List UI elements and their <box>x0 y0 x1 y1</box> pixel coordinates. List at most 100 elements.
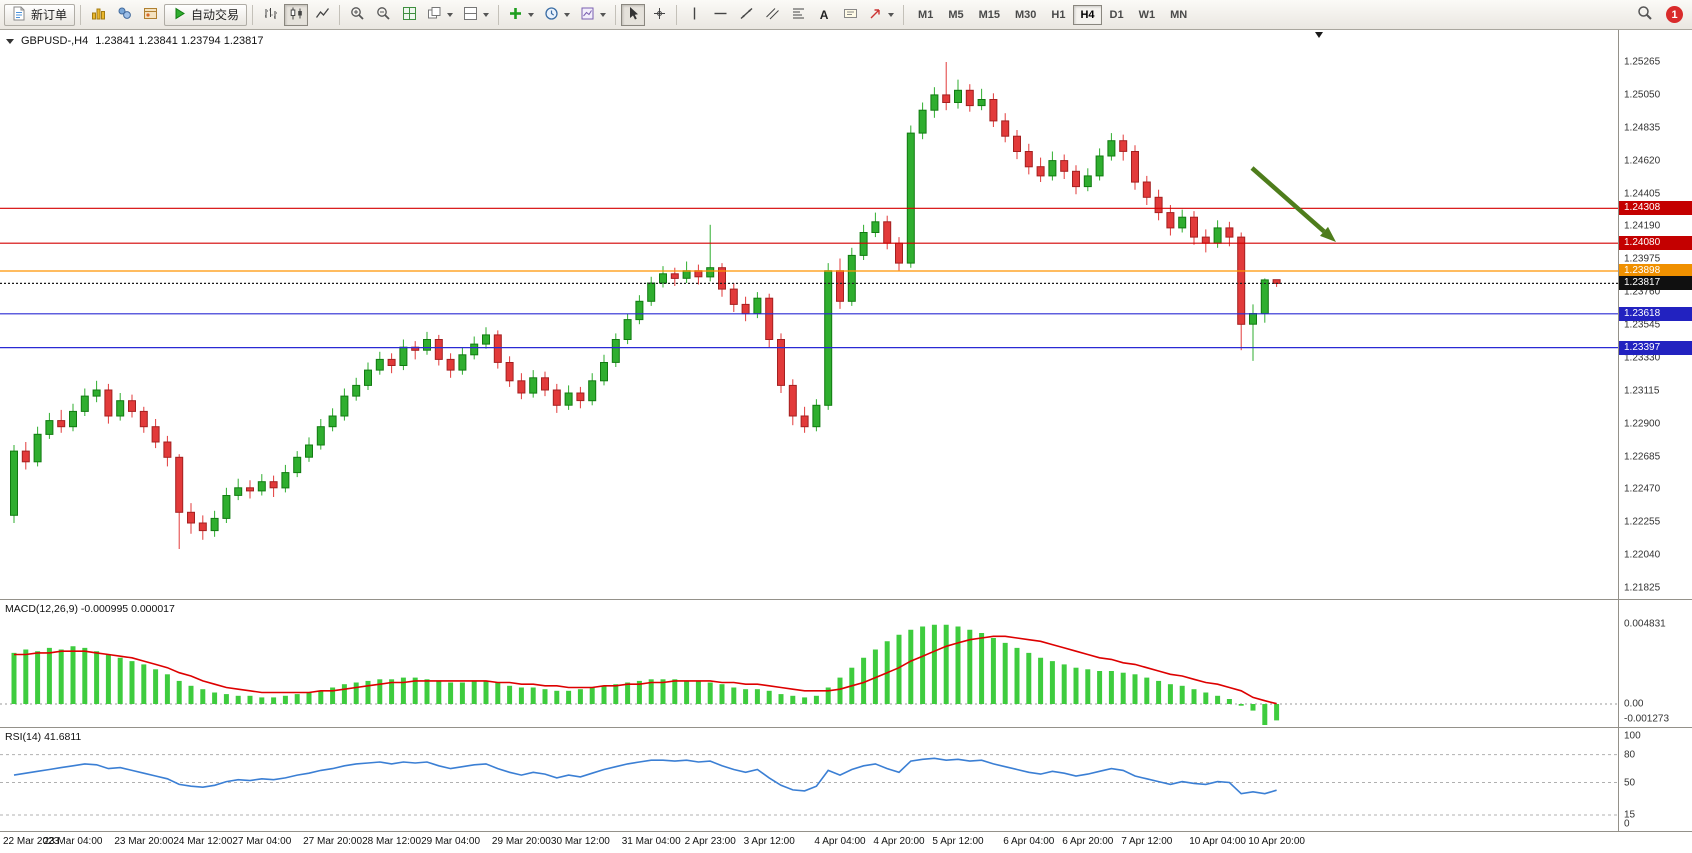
time-axis-label: 6 Apr 04:00 <box>1003 836 1055 847</box>
scroll-anchor-icon[interactable] <box>1315 32 1323 38</box>
candlestick-chart-button[interactable] <box>284 3 309 26</box>
rsi-label: RSI(14) 41.6811 <box>5 731 82 743</box>
periods-button[interactable] <box>540 4 574 26</box>
rsi-axis[interactable]: 100 80 50 15 0 <box>1618 728 1692 831</box>
new-order-button[interactable]: 新订单 <box>4 3 76 26</box>
time-axis-label: 10 Apr 20:00 <box>1248 836 1305 847</box>
templates-button[interactable] <box>576 4 610 26</box>
time-axis-label: 4 Apr 04:00 <box>814 836 866 847</box>
timeframe-m1-button[interactable]: M1 <box>911 5 940 25</box>
data-window-button[interactable] <box>112 4 136 26</box>
clock-icon <box>544 6 559 24</box>
timeframe-d1-button[interactable]: D1 <box>1103 5 1131 25</box>
rsi-axis-label: 50 <box>1624 777 1636 788</box>
bar-chart-button[interactable] <box>258 4 282 26</box>
price-tag-1.23618: 1.23618 <box>1619 306 1692 321</box>
price-axis-label: 1.25050 <box>1624 89 1661 101</box>
price-chart-canvas[interactable] <box>0 30 1618 604</box>
auto-trading-button[interactable]: 自动交易 <box>164 3 248 26</box>
macd-axis-label: 0.00 <box>1624 698 1644 710</box>
price-axis-label: 1.23330 <box>1624 352 1661 364</box>
toolbar: 新订单 自动交易 A M1 M <box>0 0 1692 30</box>
time-axis-label: 29 Mar 04:00 <box>421 836 481 847</box>
dropdown-caret-icon <box>447 12 454 17</box>
trendline-button[interactable] <box>734 4 758 26</box>
time-axis[interactable]: 22 Mar 2023 23 Mar 04:00 23 Mar 20:00 24 Ma… <box>0 832 1692 853</box>
price-axis-label: 1.24835 <box>1624 122 1661 134</box>
notification-badge[interactable]: 1 <box>1666 6 1683 23</box>
arrows-button[interactable] <box>864 4 898 26</box>
line-chart-icon <box>315 6 330 24</box>
cascade-windows-icon <box>427 6 442 24</box>
cursor-icon <box>626 6 641 24</box>
market-watch-button[interactable] <box>86 4 110 26</box>
price-axis-label: 1.22685 <box>1624 451 1661 462</box>
fibonacci-icon <box>791 6 806 24</box>
dropdown-caret-icon <box>564 12 571 17</box>
time-axis-label: 6 Apr 20:00 <box>1062 836 1114 847</box>
separator <box>80 4 82 25</box>
time-axis-label: 24 Mar 12:00 <box>173 836 233 847</box>
new-order-label: 新订单 <box>31 8 68 22</box>
text-button[interactable]: A <box>812 4 836 26</box>
time-axis-label: 27 Mar 20:00 <box>303 836 363 847</box>
fibonacci-button[interactable] <box>786 4 810 26</box>
dropdown-caret-icon <box>528 12 535 17</box>
new-order-icon <box>12 6 27 24</box>
navigator-button[interactable] <box>138 4 162 26</box>
symbol-period-label: GBPUSD-,H4 <box>21 35 89 47</box>
price-axis[interactable]: 1.25265 1.25050 1.24835 1.24620 1.24405 1.241… <box>1618 30 1692 599</box>
price-axis-label: 1.22040 <box>1624 549 1661 561</box>
line-chart-button[interactable] <box>310 4 334 26</box>
template-icon <box>580 6 595 24</box>
rsi-canvas[interactable] <box>0 728 1618 836</box>
horizontal-line-button[interactable] <box>708 4 732 26</box>
price-axis-label: 1.23975 <box>1624 253 1661 265</box>
cursor-button[interactable] <box>621 3 646 26</box>
price-axis-label: 1.22900 <box>1624 418 1661 430</box>
arrange-windows-button[interactable] <box>459 4 493 26</box>
trendline-icon <box>739 6 754 24</box>
rsi-axis-label: 100 <box>1624 730 1641 742</box>
price-axis-label: 1.24405 <box>1624 188 1661 199</box>
price-tag-1.23817: 1.23817 <box>1619 276 1692 291</box>
search-button[interactable] <box>1633 4 1657 26</box>
price-tag-1.23397: 1.23397 <box>1619 340 1692 355</box>
price-axis-label: 1.25265 <box>1624 56 1661 68</box>
auto-trading-label: 自动交易 <box>191 8 240 22</box>
macd-canvas[interactable] <box>0 600 1618 732</box>
timeframe-w1-button[interactable]: W1 <box>1132 5 1163 25</box>
channel-button[interactable] <box>760 4 784 26</box>
zoom-in-button[interactable] <box>345 4 369 26</box>
macd-panel: MACD(12,26,9) -0.000995 0.000017 0.00483… <box>0 600 1692 728</box>
crosshair-button[interactable] <box>647 4 671 26</box>
time-axis-label: 22 Mar 2023 <box>3 836 60 847</box>
macd-axis[interactable]: 0.004831 0.00 -0.001273 <box>1618 600 1692 727</box>
timeframe-mn-button[interactable]: MN <box>1163 5 1194 25</box>
timeframe-m15-button[interactable]: M15 <box>972 5 1007 25</box>
time-axis-label: 30 Mar 12:00 <box>550 836 610 847</box>
timeframe-m5-button[interactable]: M5 <box>941 5 970 25</box>
time-axis-label: 23 Mar 20:00 <box>114 836 174 847</box>
toolbar-right: 1 <box>1633 4 1688 26</box>
vertical-line-icon <box>687 6 702 24</box>
timeframe-h1-button[interactable]: H1 <box>1044 5 1072 25</box>
indicators-button[interactable] <box>504 4 538 26</box>
chart-menu-icon[interactable] <box>6 38 14 44</box>
vertical-line-button[interactable] <box>682 4 706 26</box>
trend-arrow[interactable] <box>1250 166 1336 242</box>
timeframe-m30-button[interactable]: M30 <box>1008 5 1043 25</box>
timeframe-h4-button[interactable]: H4 <box>1073 4 1102 25</box>
text-tool-label: A <box>819 7 829 22</box>
candlestick-chart-icon <box>289 6 304 24</box>
price-axis-label: 1.21825 <box>1624 582 1661 594</box>
dropdown-caret-icon <box>888 12 895 17</box>
rsi-panel: RSI(14) 41.6811 100 80 50 15 0 <box>0 728 1692 832</box>
search-icon <box>1637 5 1653 24</box>
macd-svg <box>0 624 1618 725</box>
tile-windows-button[interactable] <box>397 4 421 26</box>
price-axis-label: 1.22255 <box>1624 516 1661 528</box>
cascade-windows-button[interactable] <box>423 4 457 26</box>
text-label-button[interactable] <box>838 4 862 26</box>
zoom-out-button[interactable] <box>371 4 395 26</box>
